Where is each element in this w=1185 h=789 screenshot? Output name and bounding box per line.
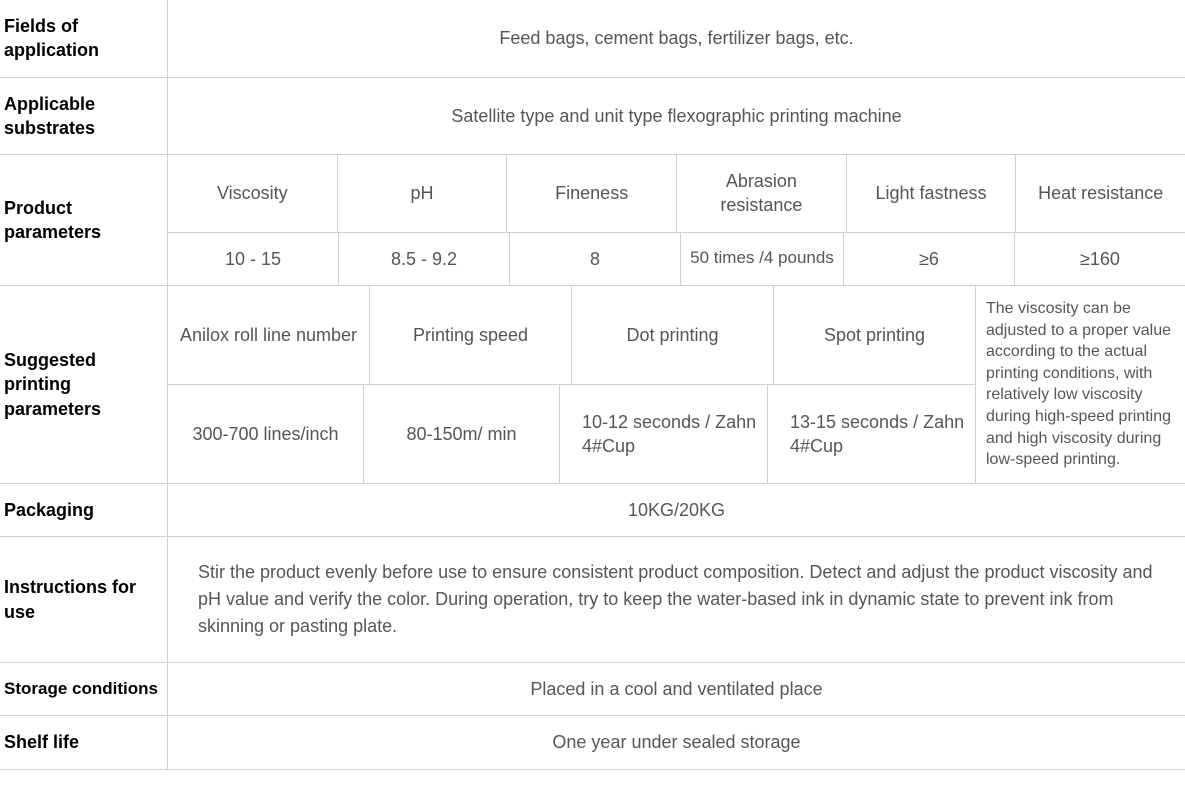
row-instructions: Instructions for use Stir the product ev… — [0, 537, 1185, 663]
value-fields: Feed bags, cement bags, fertilizer bags,… — [168, 0, 1185, 77]
pp-header: Viscosity — [168, 155, 337, 232]
label-packaging: Packaging — [0, 484, 168, 536]
pp-value: ≥6 — [843, 233, 1014, 285]
row-shelf: Shelf life One year under sealed storage — [0, 716, 1185, 769]
row-fields: Fields of application Feed bags, cement … — [0, 0, 1185, 78]
sp-value: 80-150m/ min — [363, 385, 559, 483]
pp-value: 8 — [509, 233, 680, 285]
pp-header: Light fastness — [846, 155, 1016, 232]
label-substrates: Applicable substrates — [0, 78, 168, 155]
sp-header: Dot printing — [571, 286, 773, 384]
suggested-main: Anilox roll line number Printing speed D… — [168, 286, 975, 483]
row-suggested: Suggested printing parameters Anilox rol… — [0, 286, 1185, 484]
sp-value: 13-15 seconds / Zahn 4#Cup — [767, 385, 975, 483]
row-packaging: Packaging 10KG/20KG — [0, 484, 1185, 537]
label-suggested: Suggested printing parameters — [0, 286, 168, 483]
pp-header: Fineness — [506, 155, 676, 232]
row-substrates: Applicable substrates Satellite type and… — [0, 78, 1185, 156]
value-substrates: Satellite type and unit type flexographi… — [168, 78, 1185, 155]
pp-header: Heat resistance — [1015, 155, 1185, 232]
sp-value: 10-12 seconds / Zahn 4#Cup — [559, 385, 767, 483]
row-storage: Storage conditions Placed in a cool and … — [0, 663, 1185, 716]
product-params-headers: Viscosity pH Fineness Abrasion resistanc… — [168, 155, 1185, 232]
sp-header: Printing speed — [369, 286, 571, 384]
pp-value: 10 - 15 — [168, 233, 338, 285]
value-shelf: One year under sealed storage — [168, 716, 1185, 768]
spec-table: Fields of application Feed bags, cement … — [0, 0, 1185, 770]
pp-header: pH — [337, 155, 507, 232]
value-packaging: 10KG/20KG — [168, 484, 1185, 536]
sp-header: Anilox roll line number — [168, 286, 369, 384]
label-storage: Storage conditions — [0, 663, 168, 715]
product-params-values: 10 - 15 8.5 - 9.2 8 50 times /4 pounds ≥… — [168, 232, 1185, 285]
label-shelf: Shelf life — [0, 716, 168, 768]
suggested-grid: Anilox roll line number Printing speed D… — [168, 286, 1185, 483]
suggested-values: 300-700 lines/inch 80-150m/ min 10-12 se… — [168, 384, 975, 483]
label-product-params: Product parameters — [0, 155, 168, 285]
pp-value: ≥160 — [1014, 233, 1185, 285]
pp-value: 8.5 - 9.2 — [338, 233, 509, 285]
label-fields: Fields of application — [0, 0, 168, 77]
sp-value: 300-700 lines/inch — [168, 385, 363, 483]
sp-header: Spot printing — [773, 286, 975, 384]
suggested-headers: Anilox roll line number Printing speed D… — [168, 286, 975, 384]
row-product-params: Product parameters Viscosity pH Fineness… — [0, 155, 1185, 286]
pp-value: 50 times /4 pounds — [680, 233, 843, 285]
product-params-grid: Viscosity pH Fineness Abrasion resistanc… — [168, 155, 1185, 285]
pp-header: Abrasion resistance — [676, 155, 846, 232]
label-instructions: Instructions for use — [0, 537, 168, 662]
value-storage: Placed in a cool and ventilated place — [168, 663, 1185, 715]
value-instructions: Stir the product evenly before use to en… — [168, 537, 1185, 662]
suggested-note: The viscosity can be adjusted to a prope… — [975, 286, 1185, 483]
